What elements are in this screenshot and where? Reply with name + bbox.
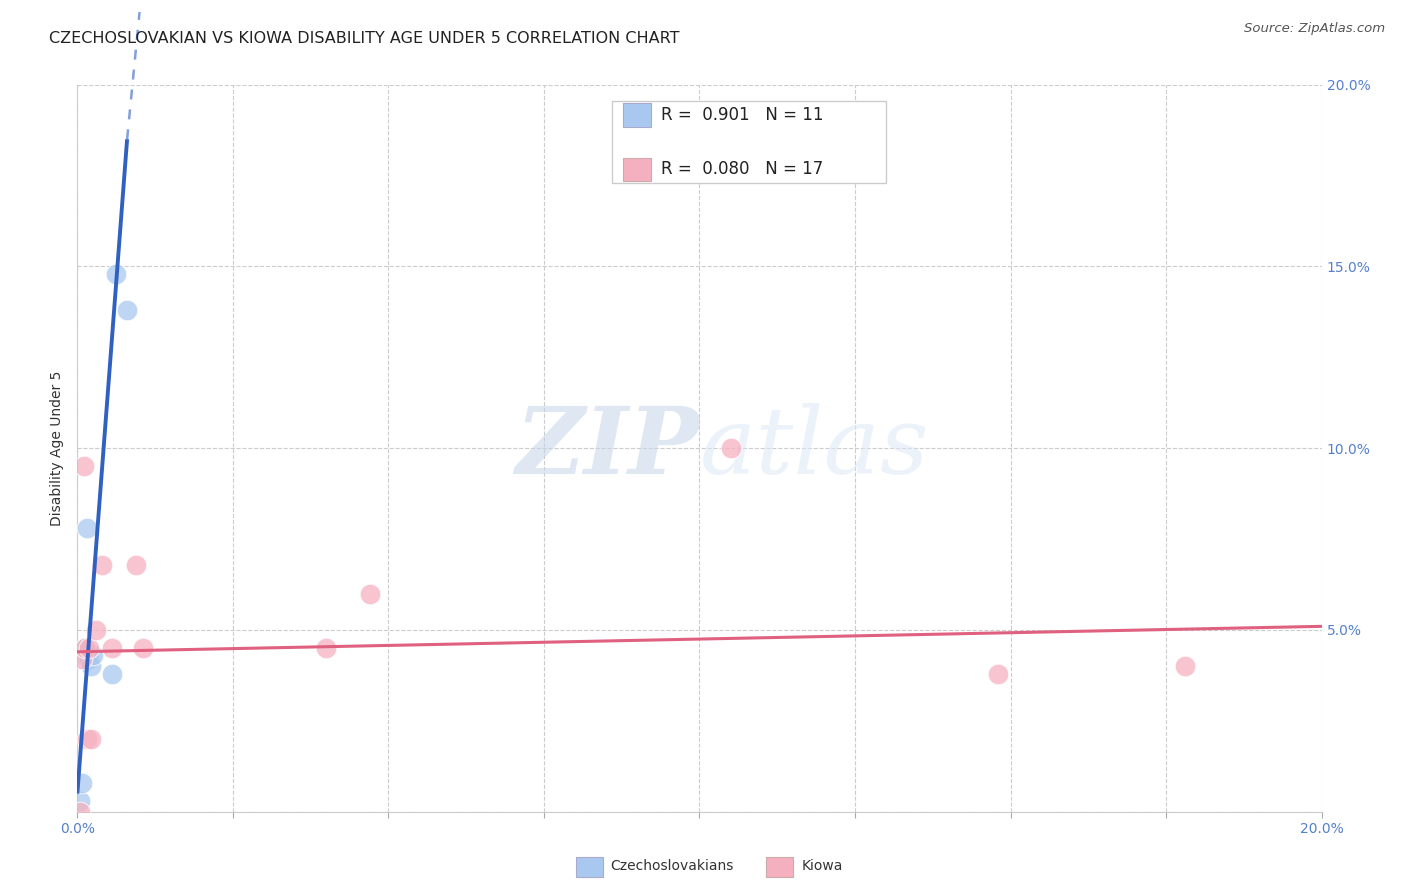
Point xyxy=(82,648,104,663)
Text: R =  0.080   N = 17: R = 0.080 N = 17 xyxy=(661,161,823,178)
Point xyxy=(131,641,153,656)
Text: Kiowa: Kiowa xyxy=(801,859,842,873)
Point xyxy=(69,794,91,808)
Text: R =  0.901   N = 11: R = 0.901 N = 11 xyxy=(661,106,824,124)
Point xyxy=(91,558,114,572)
Point xyxy=(73,641,96,656)
Point xyxy=(80,731,103,746)
Point xyxy=(76,521,98,535)
Point xyxy=(77,652,100,666)
Point xyxy=(1174,659,1197,673)
Point xyxy=(76,731,98,746)
Text: Czechoslovakians: Czechoslovakians xyxy=(610,859,734,873)
Point xyxy=(69,805,91,819)
Point xyxy=(315,641,337,656)
Text: CZECHOSLOVAKIAN VS KIOWA DISABILITY AGE UNDER 5 CORRELATION CHART: CZECHOSLOVAKIAN VS KIOWA DISABILITY AGE … xyxy=(49,31,679,46)
Point xyxy=(359,587,381,601)
Point xyxy=(987,666,1010,681)
Point xyxy=(73,641,96,656)
Point xyxy=(125,558,148,572)
Point xyxy=(77,641,100,656)
Point xyxy=(72,775,94,789)
Point xyxy=(720,442,742,455)
Point xyxy=(72,652,94,666)
Text: atlas: atlas xyxy=(700,403,929,493)
Y-axis label: Disability Age Under 5: Disability Age Under 5 xyxy=(51,370,65,526)
Point xyxy=(115,303,138,318)
Point xyxy=(100,641,122,656)
Point xyxy=(84,623,107,637)
Point xyxy=(72,648,94,663)
Point xyxy=(104,267,127,281)
Text: ZIP: ZIP xyxy=(515,403,700,493)
Point xyxy=(80,659,103,673)
Point xyxy=(72,459,94,474)
Text: Source: ZipAtlas.com: Source: ZipAtlas.com xyxy=(1244,22,1385,36)
Point xyxy=(100,666,122,681)
